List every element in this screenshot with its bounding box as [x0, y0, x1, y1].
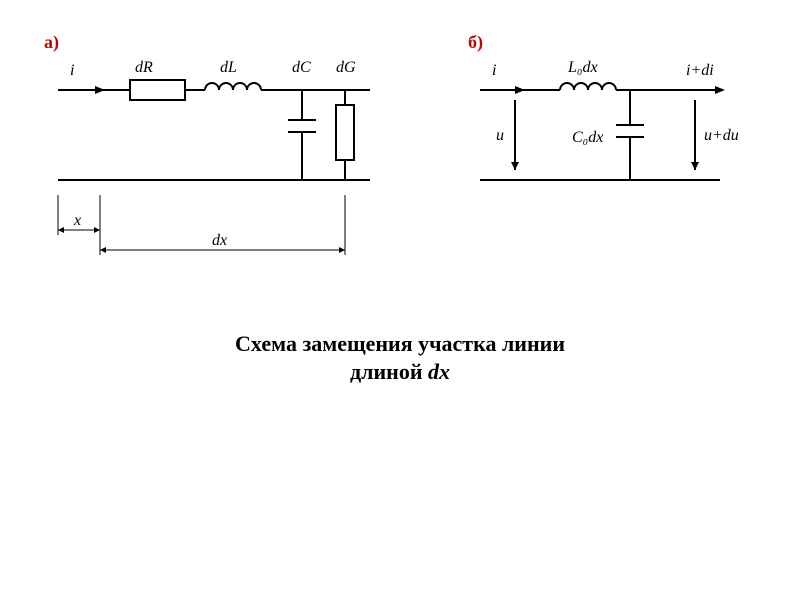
- conductance-dG: [336, 105, 354, 160]
- label-dL: dL: [220, 59, 237, 76]
- label-i-a: i: [70, 62, 74, 79]
- caption-dx: dx: [428, 359, 450, 384]
- inductor-dL: [205, 83, 261, 90]
- label-dR: dR: [135, 59, 153, 76]
- label-Ldx: L₀dx: [567, 59, 598, 76]
- label-x: x: [73, 212, 81, 229]
- label-dC: dC: [292, 59, 311, 76]
- label-Cdx: C₀dx: [572, 129, 603, 146]
- label-i-b-right: i+di: [686, 62, 714, 79]
- caption-line2-prefix: длиной: [350, 359, 428, 384]
- label-u-right: u+du: [704, 127, 739, 144]
- resistor-dR: [130, 80, 185, 100]
- label-dx: dx: [212, 232, 227, 249]
- circuit-diagram-b: i L₀dx i+di C₀dx u u+du: [460, 40, 760, 240]
- caption-line1: Схема замещения участка линии: [235, 331, 565, 356]
- figure-caption: Схема замещения участка линии длиной dx: [0, 330, 800, 385]
- label-i-b-left: i: [492, 62, 496, 79]
- inductor-Ldx: [560, 83, 616, 90]
- label-u-left: u: [496, 127, 504, 144]
- circuit-diagram-a: i dR dL dC dG: [40, 40, 420, 280]
- label-dG: dG: [336, 59, 356, 76]
- page: а) б) i dR dL dC: [0, 0, 800, 600]
